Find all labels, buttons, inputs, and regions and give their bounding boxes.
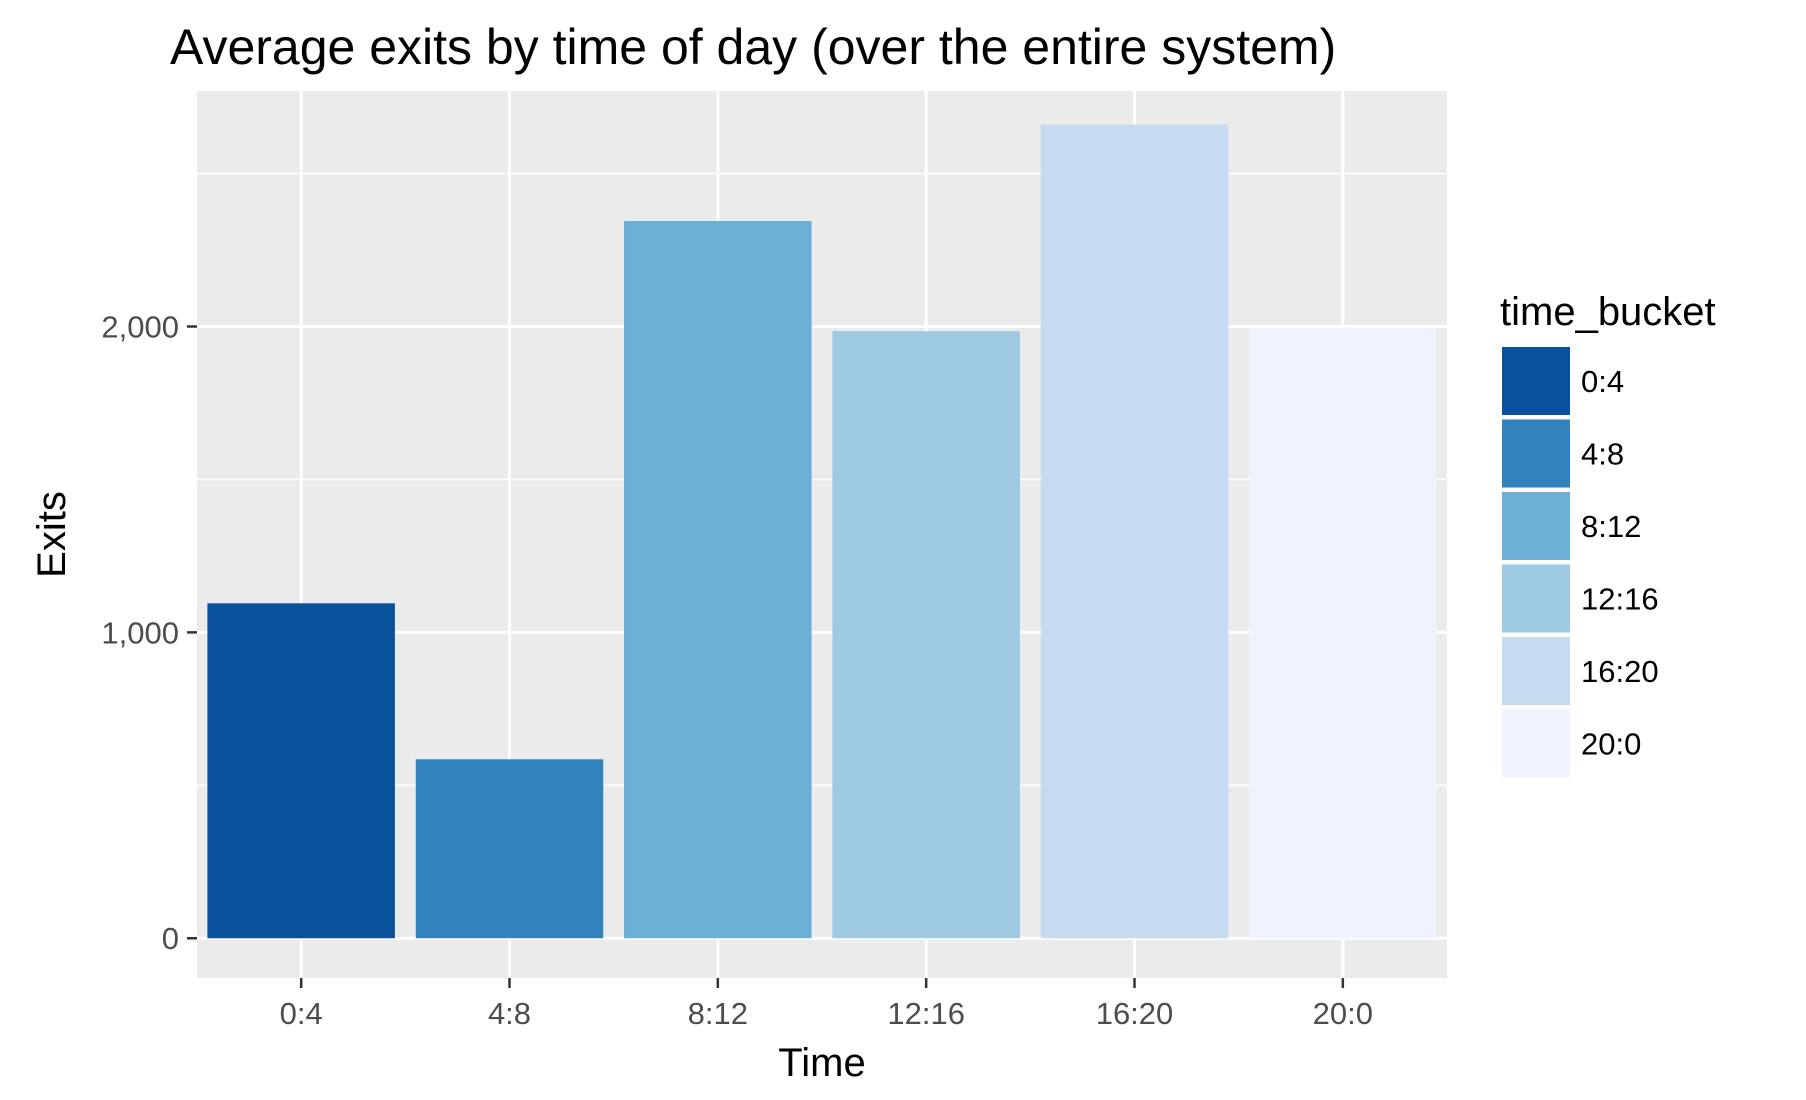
x-tick-label: 12:16	[887, 996, 965, 1031]
x-tick-label: 16:20	[1096, 996, 1174, 1031]
bar-0-4	[207, 603, 395, 939]
bars-group	[207, 124, 1437, 939]
legend-label: 12:16	[1581, 582, 1659, 617]
legend: time_bucket 0:4 4:8 8:12 12:16 16:20 20:0	[1500, 290, 1716, 778]
bar-8-12	[624, 220, 812, 939]
legend-label: 8:12	[1581, 509, 1641, 544]
legend-label: 20:0	[1581, 727, 1641, 762]
legend-key	[1502, 492, 1570, 560]
legend-key	[1502, 709, 1570, 778]
plot-panel	[197, 91, 1447, 978]
x-axis-title: Time	[778, 1041, 865, 1085]
y-tick-label: 0	[162, 921, 179, 956]
x-tick-label: 8:12	[688, 996, 748, 1031]
legend-items: 0:4 4:8 8:12 12:16 16:20 20:0	[1502, 347, 1659, 778]
legend-key	[1502, 347, 1570, 415]
y-axis-title: Exits	[30, 491, 74, 578]
legend-title: time_bucket	[1500, 290, 1716, 334]
bar-12-16	[832, 331, 1020, 939]
bar-20-0	[1249, 328, 1437, 939]
legend-label: 0:4	[1581, 364, 1624, 399]
y-tick-label: 1,000	[101, 615, 179, 650]
minor-gridlines	[197, 172, 1447, 787]
y-axis: 0 1,000 2,000	[101, 310, 197, 956]
chart-title: Average exits by time of day (over the e…	[170, 19, 1336, 75]
legend-key	[1502, 419, 1570, 488]
legend-key	[1502, 564, 1570, 633]
bar-16-20	[1040, 124, 1229, 939]
x-axis: 0:4 4:8 8:12 12:16 16:20 20:0	[280, 978, 1373, 1031]
y-tick-label: 2,000	[101, 310, 179, 345]
bar-4-8	[415, 759, 604, 939]
legend-label: 4:8	[1581, 437, 1624, 472]
legend-label: 16:20	[1581, 654, 1659, 689]
x-tick-label: 0:4	[280, 996, 323, 1031]
legend-key	[1502, 637, 1570, 705]
x-tick-label: 20:0	[1313, 996, 1373, 1031]
x-tick-label: 4:8	[488, 996, 531, 1031]
